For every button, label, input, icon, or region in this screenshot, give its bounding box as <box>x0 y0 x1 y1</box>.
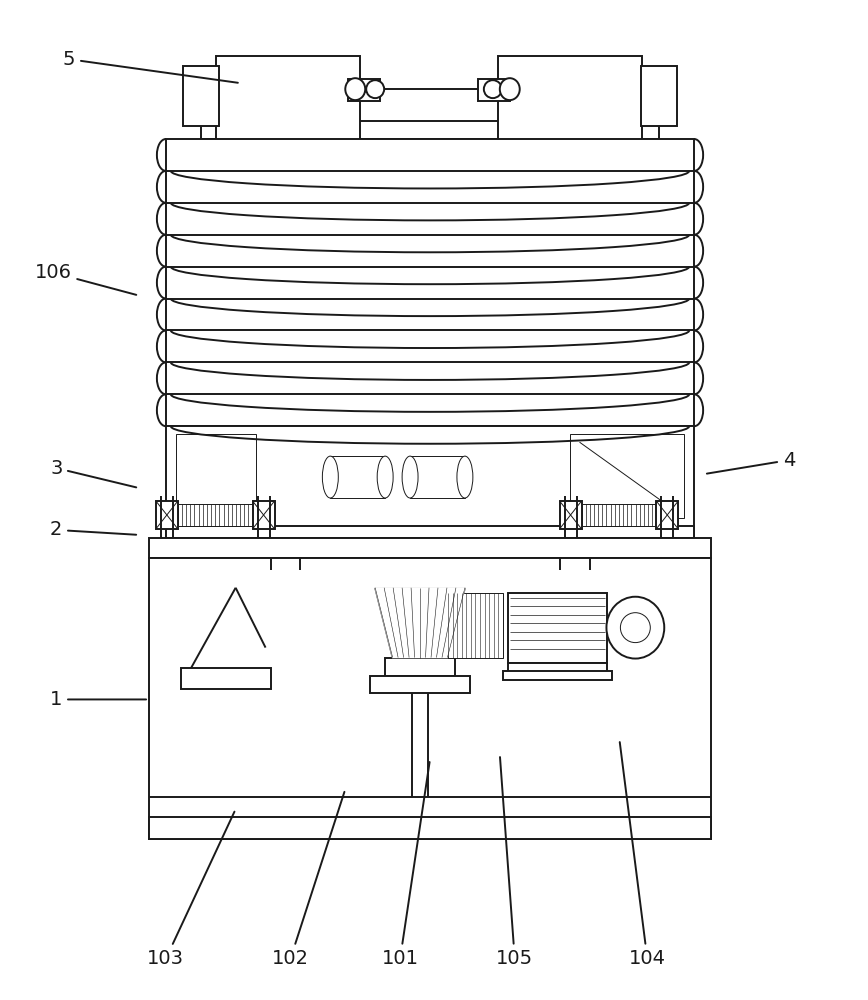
Ellipse shape <box>483 80 502 98</box>
Text: 1: 1 <box>50 690 146 709</box>
Bar <box>448 593 503 658</box>
Bar <box>216 56 360 144</box>
Bar <box>166 139 694 426</box>
Bar <box>201 121 660 139</box>
Bar <box>508 663 608 675</box>
Text: 106: 106 <box>35 263 136 295</box>
Bar <box>166 526 694 538</box>
Bar <box>493 86 503 92</box>
Bar <box>149 558 711 839</box>
Bar <box>176 434 255 518</box>
Text: 2: 2 <box>50 520 136 539</box>
Text: 101: 101 <box>382 762 430 968</box>
Bar <box>371 676 470 693</box>
Bar <box>582 504 656 526</box>
Bar <box>166 426 694 538</box>
Ellipse shape <box>378 456 393 498</box>
Bar <box>410 456 465 498</box>
Bar <box>253 501 274 529</box>
Ellipse shape <box>500 78 520 100</box>
Bar <box>331 456 385 498</box>
Text: 102: 102 <box>272 792 345 968</box>
Bar <box>149 817 711 839</box>
Bar <box>478 79 510 101</box>
Text: 4: 4 <box>707 451 795 474</box>
Bar <box>523 144 613 158</box>
Bar <box>183 66 219 126</box>
Bar <box>178 504 253 526</box>
Text: 104: 104 <box>620 742 666 968</box>
Bar <box>508 593 608 663</box>
Text: 3: 3 <box>50 459 136 487</box>
Text: 105: 105 <box>496 757 533 968</box>
Bar <box>569 434 684 518</box>
Text: 103: 103 <box>148 812 234 968</box>
Bar <box>641 66 677 126</box>
Ellipse shape <box>345 78 365 100</box>
Bar <box>656 501 678 529</box>
Bar <box>149 538 711 558</box>
Bar <box>240 144 331 158</box>
Ellipse shape <box>457 456 473 498</box>
Ellipse shape <box>607 597 664 659</box>
Ellipse shape <box>621 613 650 643</box>
Bar <box>497 56 642 144</box>
Ellipse shape <box>366 80 385 98</box>
Bar <box>503 671 613 680</box>
Bar <box>360 86 371 92</box>
Polygon shape <box>375 588 465 658</box>
Text: 5: 5 <box>62 50 238 83</box>
Ellipse shape <box>402 456 418 498</box>
Bar <box>156 501 178 529</box>
Bar <box>181 668 271 689</box>
Bar <box>348 79 380 101</box>
Ellipse shape <box>322 456 339 498</box>
Bar <box>560 501 582 529</box>
Bar <box>385 658 455 676</box>
